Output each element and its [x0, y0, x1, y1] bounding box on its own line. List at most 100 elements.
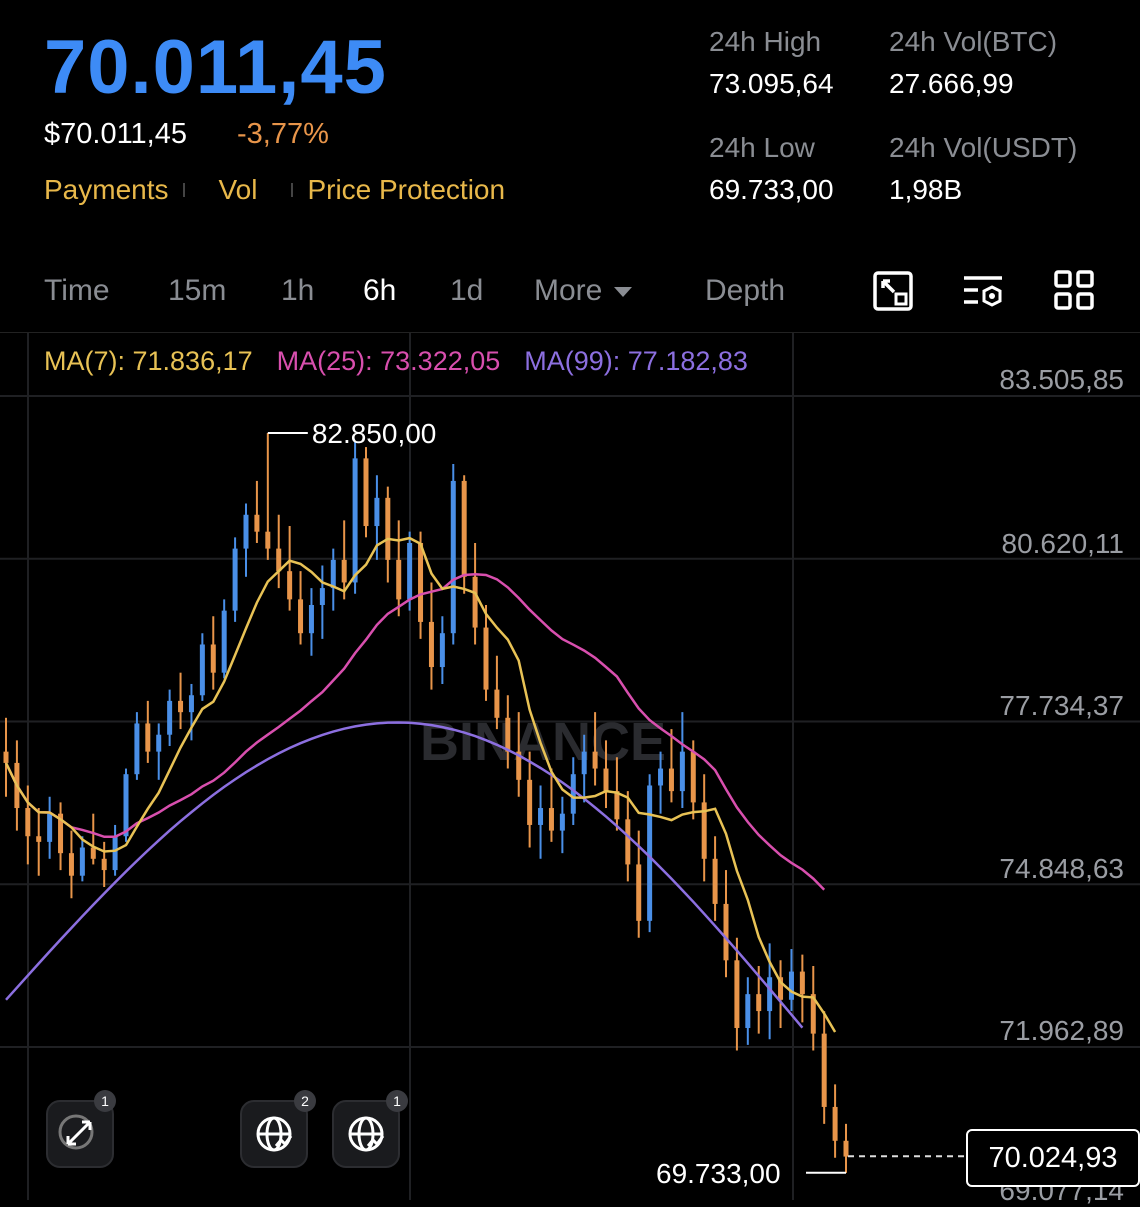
candle-body	[559, 813, 565, 831]
badge-count: 1	[386, 1090, 408, 1112]
price-usd: $70.011,45	[44, 118, 187, 150]
candle-body	[505, 717, 511, 752]
vol-usdt-value: 1,98B	[889, 174, 963, 205]
ma25-line	[4, 573, 826, 891]
candle-body	[483, 627, 489, 690]
tab-1h[interactable]: 1h	[281, 274, 315, 307]
candle-body	[90, 847, 96, 859]
candle-body	[527, 779, 533, 825]
candle-body	[101, 858, 107, 871]
tag-price-protection[interactable]: Price Protection	[307, 174, 506, 205]
price-markers: 82.850,00 69.733,00	[267, 418, 966, 1189]
tab-6h[interactable]: 6h	[363, 274, 397, 307]
ma-lines	[4, 536, 837, 1033]
candle-body	[265, 531, 271, 549]
candle-body	[134, 723, 140, 775]
candle-body	[418, 542, 424, 622]
tab-depth[interactable]: Depth	[705, 274, 786, 307]
candle-body	[287, 571, 293, 600]
candle-body	[374, 497, 380, 527]
candle-body	[679, 751, 685, 792]
candle-body	[156, 734, 162, 752]
candlestick-chart[interactable]: BINANCE 82.850,00 69.733,00	[0, 333, 1140, 1200]
globe-chart-icon	[348, 1116, 385, 1152]
last-price: 70.011,45	[44, 25, 387, 110]
expand-icon	[58, 1114, 94, 1150]
tag-divider	[182, 183, 185, 197]
y-axis-tick: 77.734,37	[999, 690, 1124, 721]
candle-body	[308, 605, 314, 634]
candle-body	[3, 751, 9, 763]
candle-body	[439, 633, 445, 668]
chart-divider	[0, 332, 1140, 333]
candle-body	[112, 836, 118, 871]
web-link-button-2[interactable]: 1	[332, 1090, 408, 1168]
candle-body	[712, 858, 718, 904]
candle-body	[821, 1033, 827, 1107]
candle-body	[396, 559, 402, 600]
tab-time[interactable]: Time	[44, 274, 110, 307]
tab-more-label: More	[534, 274, 603, 307]
candle-body	[668, 768, 674, 792]
ma-legend: MA(7): 71.836,17 MA(25): 73.322,05 MA(99…	[44, 346, 748, 377]
ma99-line	[5, 721, 804, 1029]
candle-body	[636, 864, 642, 921]
candle-body	[428, 621, 434, 668]
chart-grid	[0, 333, 1140, 1200]
price-change-percent: -3,77%	[237, 118, 329, 150]
candle-body	[658, 768, 664, 786]
tag-vol[interactable]: Vol	[218, 174, 258, 205]
badge-count: 2	[294, 1090, 316, 1112]
tag-divider	[291, 183, 294, 197]
expand-chart-button[interactable]: 1	[46, 1090, 116, 1168]
candle-body	[319, 588, 325, 606]
current-price-tag[interactable]: 70.024,93	[966, 1129, 1140, 1187]
candle-body	[188, 695, 194, 713]
feature-tags: Payments Vol Price Protection	[44, 174, 505, 206]
candle-body	[461, 480, 467, 577]
indicator-settings-icon[interactable]	[962, 270, 1006, 312]
candle-body	[494, 689, 500, 718]
badge-count: 1	[94, 1090, 116, 1112]
y-axis-tick: 74.848,63	[999, 853, 1124, 884]
candle-body	[407, 542, 413, 600]
low-label: 24h Low	[709, 132, 815, 163]
grid-layout-icon[interactable]	[1054, 270, 1094, 310]
tab-more[interactable]: More	[534, 274, 633, 308]
tab-15m[interactable]: 15m	[168, 274, 227, 307]
watermark: BINANCE	[420, 712, 666, 772]
candle-body	[570, 774, 576, 814]
fullscreen-chart-icon[interactable]	[872, 270, 914, 312]
ma99-value: MA(99): 77.182,83	[524, 346, 748, 376]
web-link-button[interactable]: 2	[240, 1090, 316, 1168]
high-value: 73.095,64	[709, 68, 834, 99]
candle-body	[690, 751, 696, 803]
candle-body	[472, 576, 478, 628]
candle-body	[199, 644, 205, 696]
tag-payments[interactable]: Payments	[44, 174, 169, 205]
ma7-value: MA(7): 71.836,17	[44, 346, 253, 376]
candle-body	[36, 836, 42, 842]
candle-body	[167, 700, 173, 735]
candle-body	[79, 847, 85, 876]
candle-body	[363, 458, 369, 527]
candle-body	[450, 480, 456, 634]
high-marker-label: 82.850,00	[312, 418, 437, 449]
candle-body	[145, 723, 151, 752]
tab-1d[interactable]: 1d	[450, 274, 484, 307]
candle-body	[778, 977, 784, 1000]
candle-body	[341, 559, 347, 583]
candle-body	[799, 971, 805, 995]
candle-body	[178, 700, 184, 713]
high-label: 24h High	[709, 26, 822, 57]
candle-body	[548, 808, 554, 831]
candle-body	[221, 610, 227, 673]
candle-body	[25, 808, 31, 837]
candle-body	[538, 808, 544, 825]
candle-body	[734, 960, 740, 1028]
candles	[3, 432, 849, 1173]
candle-body	[232, 548, 238, 611]
candle-body	[701, 802, 707, 859]
candle-body	[58, 813, 64, 854]
candle-body	[767, 977, 773, 1012]
